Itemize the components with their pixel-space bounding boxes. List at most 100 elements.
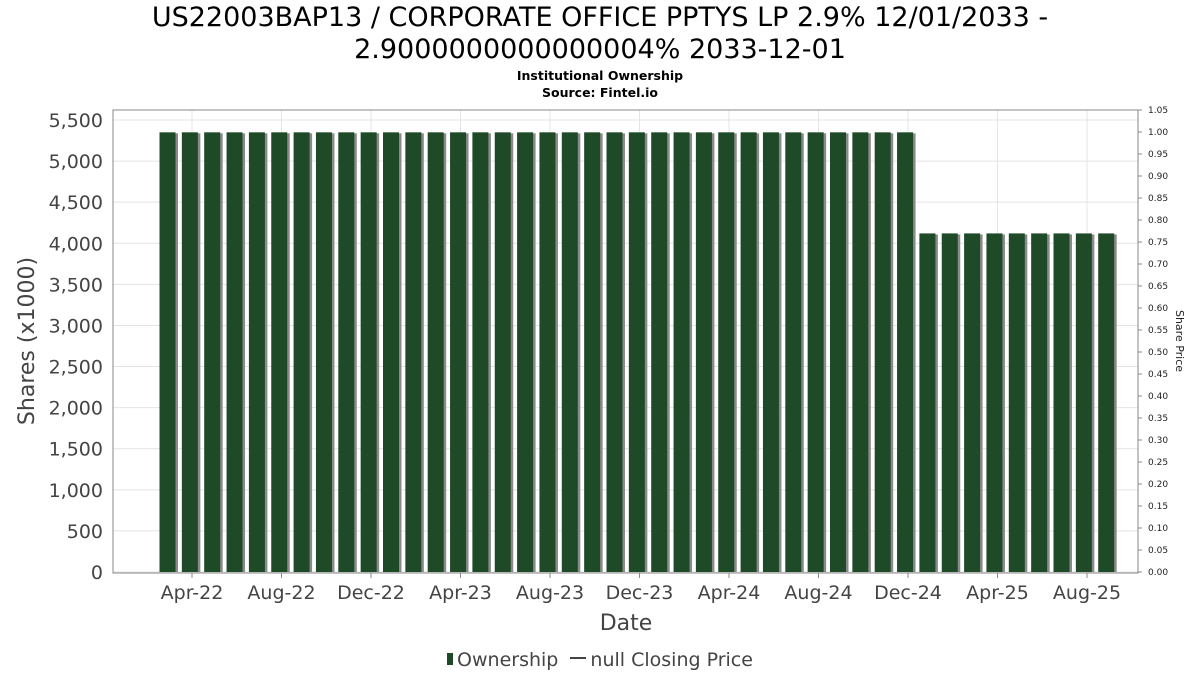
y2-axis-title: Share Price [1173,310,1186,372]
ownership-bar[interactable] [338,132,355,572]
x-axis-ticks: Apr-22 Aug-22 Dec-22 Apr-23 Aug-23 Dec-23 Apr-… [161,573,1121,604]
ownership-bar[interactable] [561,132,578,572]
ownership-bar[interactable] [964,233,981,573]
ownership-bar[interactable] [807,132,824,572]
y-tick-label: 5,500 [49,110,103,132]
ownership-bar[interactable] [1053,233,1070,573]
y-tick-label: 2,500 [49,357,103,379]
ownership-bar[interactable] [450,132,467,572]
y-tick-label: 1,000 [49,480,103,502]
y-tick-label: 2,000 [49,398,103,420]
y2-tick-label: 0.85 [1148,194,1168,204]
plot-frame [112,109,1139,574]
ownership-bar[interactable] [427,132,444,572]
x-tick-label: Aug-24 [784,582,852,604]
y-tick-label: 4,500 [49,192,103,214]
x-tick-label: Dec-23 [606,582,674,604]
ownership-bar[interactable] [718,132,735,572]
ownership-bar[interactable] [204,132,221,572]
y2-tick-label: 0.50 [1148,348,1168,358]
ownership-bar[interactable] [181,132,198,572]
ownership-bar[interactable] [673,132,690,572]
x-tick-label: Apr-22 [161,582,224,604]
legend-ownership[interactable]: Ownership [447,647,558,673]
legend-price[interactable]: null Closing Price [564,647,753,673]
ownership-bar[interactable] [1098,233,1115,573]
y-tick-label: 5,000 [49,151,103,173]
x-tick-label: Aug-22 [247,582,315,604]
ownership-bar[interactable] [293,132,310,572]
x-tick-label: Apr-23 [429,582,492,604]
y2-tick-label: 0.75 [1148,238,1168,248]
y2-axis-ticks: 0.00 0.05 0.10 0.15 0.20 0.25 0.30 0.35 0.40 0.45… [1138,106,1168,578]
legend-price-label: null Closing Price [590,648,753,671]
y-tick-label: 0 [91,562,103,584]
chart-subtitle: Institutional Ownership [516,68,684,83]
y2-tick-label: 0.30 [1148,436,1168,446]
y2-tick-label: 1.05 [1148,106,1168,116]
ownership-bar[interactable] [271,132,288,572]
y2-tick-label: 0.90 [1148,172,1168,182]
y2-tick-label: 0.05 [1148,546,1168,556]
ownership-bar[interactable] [1031,233,1048,573]
ownership-bar[interactable] [383,132,399,572]
legend-ownership-label: Ownership [457,648,559,671]
ownership-bar[interactable] [159,132,176,572]
ownership-bar[interactable] [1075,233,1092,573]
ownership-bar[interactable] [785,132,802,572]
ownership-bar[interactable] [830,132,846,572]
ownership-bar[interactable] [539,132,556,572]
ownership-bar[interactable] [852,132,869,572]
y2-tick-label: 0.10 [1148,524,1168,534]
y-axis-title: Shares (x1000) [15,257,40,425]
ownership-bar[interactable] [897,132,914,572]
x-tick-label: Dec-22 [337,582,405,604]
ownership-bar[interactable] [695,132,712,572]
x-tick-label: Aug-25 [1053,582,1121,604]
y-tick-label: 3,500 [49,274,103,296]
y2-tick-label: 0.20 [1148,480,1168,490]
y2-tick-label: 0.70 [1148,260,1168,270]
ownership-bar[interactable] [986,233,1003,573]
chart-title-line-2: 2.9000000000000004% 2033-12-01 [354,34,846,65]
y2-tick-label: 0.15 [1148,502,1168,512]
y2-tick-label: 0.55 [1148,326,1168,336]
x-tick-label: Apr-25 [966,582,1029,604]
ownership-bar[interactable] [517,132,534,572]
ownership-bar[interactable] [651,132,668,572]
x-tick-label: Apr-24 [698,582,761,604]
ownership-bar[interactable] [405,132,422,572]
ownership-bar[interactable] [472,132,489,572]
y-tick-label: 3,000 [49,315,103,337]
ownership-bar[interactable] [606,132,623,572]
y2-tick-label: 0.60 [1148,304,1168,314]
y2-tick-label: 0.00 [1148,568,1168,578]
y2-tick-label: 0.45 [1148,370,1168,380]
ownership-bar[interactable] [740,132,757,572]
ownership-swatch [447,652,454,665]
y2-tick-label: 0.40 [1148,392,1168,402]
ownership-bar[interactable] [360,132,377,572]
ownership-bar[interactable] [874,132,891,572]
ownership-bar[interactable] [762,132,779,572]
ownership-bar[interactable] [248,132,265,572]
y2-tick-label: 0.25 [1148,458,1168,468]
ownership-bar[interactable] [1008,233,1025,573]
price-line-swatch [570,657,587,659]
ownership-bar[interactable] [315,132,332,572]
chart-source: Source: Fintel.io [542,85,658,100]
y2-tick-label: 0.95 [1148,150,1168,160]
x-axis-title: Date [600,611,653,636]
bars [159,132,1117,573]
chart-title-line-1: US22003BAP13 / CORPORATE OFFICE PPTYS LP… [151,2,1049,33]
y2-tick-label: 0.35 [1148,414,1168,424]
y-tick-label: 500 [67,521,103,543]
ownership-bar[interactable] [941,233,958,573]
ownership-bar[interactable] [919,233,936,573]
ownership-bar[interactable] [584,132,601,572]
y2-tick-label: 1.00 [1148,128,1168,138]
ownership-bar[interactable] [628,132,645,572]
ownership-bar[interactable] [494,132,511,572]
ownership-bar[interactable] [226,132,243,572]
